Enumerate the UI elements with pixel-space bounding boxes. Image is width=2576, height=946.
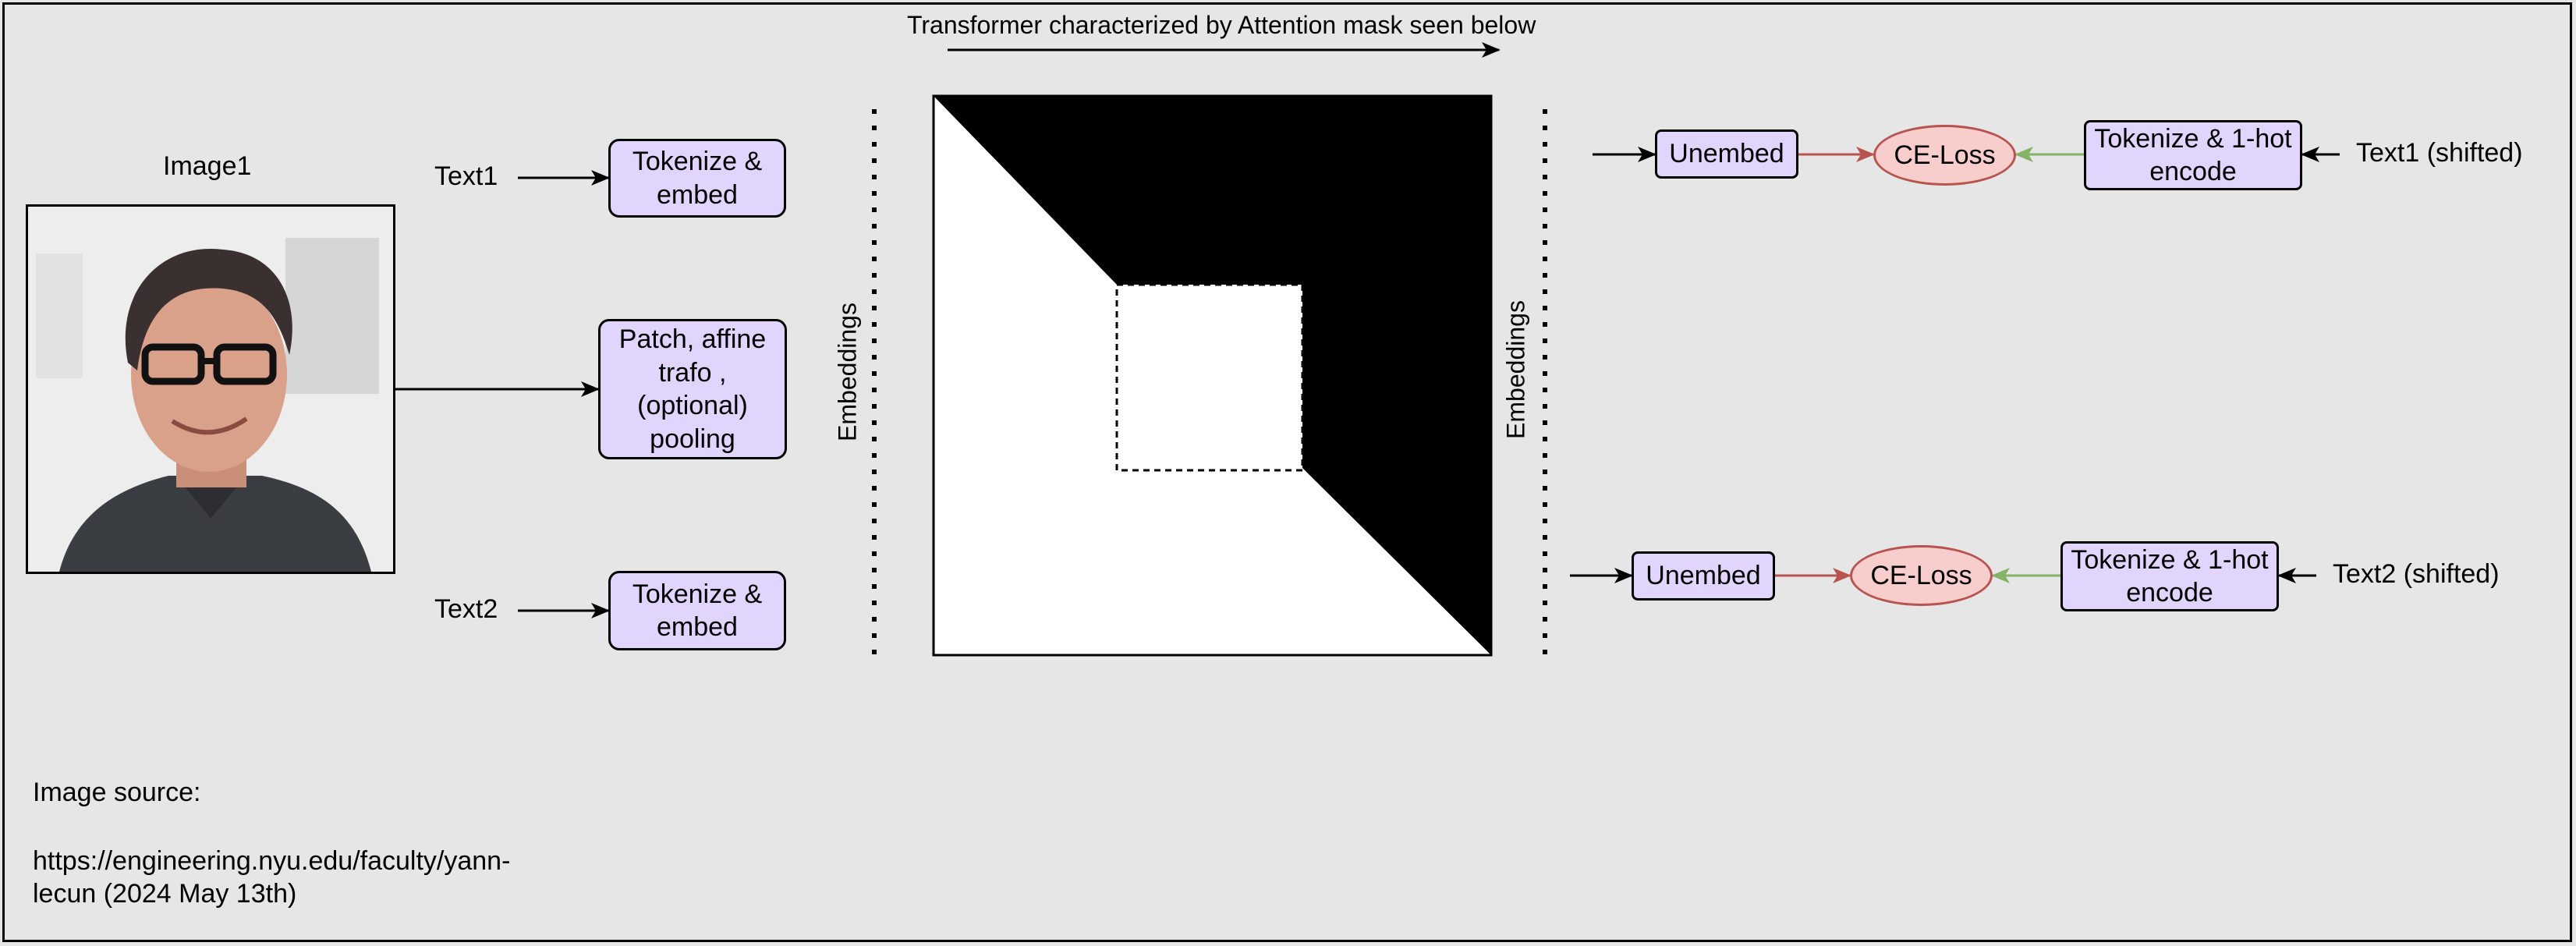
text1-shifted-label: Text1 (shifted) xyxy=(2356,138,2523,168)
source-heading: Image source: xyxy=(33,778,201,807)
text1-label: Text1 xyxy=(434,161,498,191)
unembed-box-1: Unembed xyxy=(1655,129,1798,179)
mask-dashed-block xyxy=(1115,283,1304,472)
unembed-box-2: Unembed xyxy=(1632,551,1775,601)
portrait-illustration xyxy=(28,207,393,572)
source-line-1: https://engineering.nyu.edu/faculty/yann… xyxy=(33,846,511,876)
embeddings-right-label: Embeddings xyxy=(1501,300,1530,439)
text2-label: Text2 xyxy=(434,594,498,624)
diagram-title: Transformer characterized by Attention m… xyxy=(907,11,1536,39)
tokenize-onehot-box-2: Tokenize & 1-hot encode xyxy=(2060,541,2279,611)
patch-box: Patch, affine trafo , (optional) pooling xyxy=(598,319,787,459)
tokenize-embed-box-1: Tokenize & embed xyxy=(608,139,786,218)
image-label: Image1 xyxy=(163,151,252,181)
mask-upper-black xyxy=(934,96,1491,655)
ce-loss-2: CE-Loss xyxy=(1850,545,1993,606)
text2-shifted-label: Text2 (shifted) xyxy=(2333,559,2500,589)
ce-loss-1: CE-Loss xyxy=(1873,125,2016,186)
tokenize-onehot-box-1: Tokenize & 1-hot encode xyxy=(2084,120,2302,190)
tokenize-embed-box-2: Tokenize & embed xyxy=(608,571,786,650)
source-line-2: lecun (2024 May 13th) xyxy=(33,879,297,909)
portrait-photo xyxy=(26,204,395,574)
embeddings-left-label: Embeddings xyxy=(833,303,862,441)
attention-mask xyxy=(932,94,1493,657)
